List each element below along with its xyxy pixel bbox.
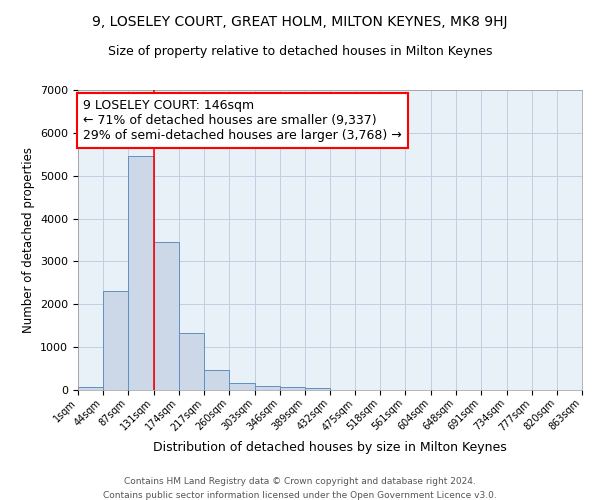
Bar xyxy=(254,386,280,390)
Y-axis label: Number of detached properties: Number of detached properties xyxy=(22,147,35,333)
Text: 9 LOSELEY COURT: 146sqm
← 71% of detached houses are smaller (9,337)
29% of semi: 9 LOSELEY COURT: 146sqm ← 71% of detache… xyxy=(83,99,402,142)
Bar xyxy=(305,388,330,390)
Bar xyxy=(154,242,179,390)
Text: 9, LOSELEY COURT, GREAT HOLM, MILTON KEYNES, MK8 9HJ: 9, LOSELEY COURT, GREAT HOLM, MILTON KEY… xyxy=(92,15,508,29)
Bar xyxy=(229,382,254,390)
Text: Contains public sector information licensed under the Open Government Licence v3: Contains public sector information licen… xyxy=(103,491,497,500)
Bar xyxy=(280,388,305,390)
Bar xyxy=(204,370,229,390)
Text: Size of property relative to detached houses in Milton Keynes: Size of property relative to detached ho… xyxy=(108,45,492,58)
X-axis label: Distribution of detached houses by size in Milton Keynes: Distribution of detached houses by size … xyxy=(153,441,507,454)
Text: Contains HM Land Registry data © Crown copyright and database right 2024.: Contains HM Land Registry data © Crown c… xyxy=(124,478,476,486)
Bar xyxy=(78,387,103,390)
Bar xyxy=(103,292,128,390)
Bar xyxy=(179,332,204,390)
Bar xyxy=(128,156,154,390)
